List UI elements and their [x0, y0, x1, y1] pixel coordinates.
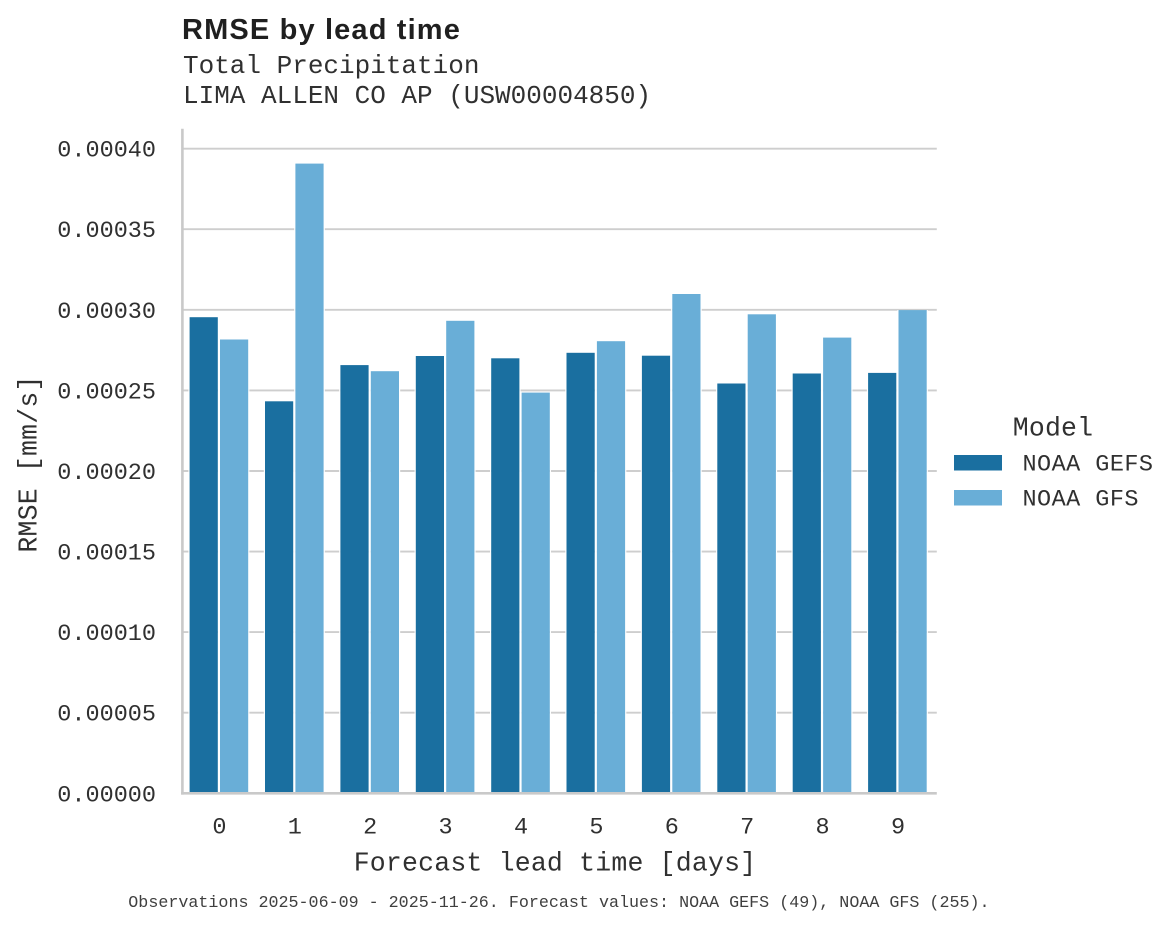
svg-text:Observations 2025-06-09 - 2025: Observations 2025-06-09 - 2025-11-26. Fo… — [128, 894, 989, 913]
svg-text:0.00035: 0.00035 — [57, 218, 156, 245]
svg-text:0: 0 — [212, 815, 226, 842]
svg-text:Forecast lead time [days]: Forecast lead time [days] — [354, 848, 757, 878]
svg-text:Model: Model — [1013, 413, 1094, 443]
svg-text:NOAA GFS: NOAA GFS — [1023, 486, 1139, 513]
svg-text:0.00020: 0.00020 — [57, 460, 156, 487]
svg-text:0.00015: 0.00015 — [57, 541, 156, 568]
svg-text:RMSE by lead time: RMSE by lead time — [182, 14, 461, 46]
svg-text:NOAA GEFS: NOAA GEFS — [1023, 451, 1154, 478]
svg-text:0.00030: 0.00030 — [57, 299, 156, 326]
svg-text:LIMA ALLEN CO AP (USW00004850): LIMA ALLEN CO AP (USW00004850) — [183, 81, 651, 111]
svg-text:9: 9 — [891, 815, 905, 842]
svg-text:8: 8 — [816, 815, 830, 842]
svg-text:0.00040: 0.00040 — [57, 138, 156, 165]
svg-text:4: 4 — [514, 815, 528, 842]
svg-text:7: 7 — [740, 815, 754, 842]
svg-text:RMSE [mm/s]: RMSE [mm/s] — [15, 375, 45, 552]
svg-text:5: 5 — [589, 815, 603, 842]
svg-text:3: 3 — [439, 815, 453, 842]
svg-text:6: 6 — [665, 815, 679, 842]
svg-text:2: 2 — [363, 815, 377, 842]
svg-text:0.00010: 0.00010 — [57, 621, 156, 648]
svg-text:0.00000: 0.00000 — [57, 782, 156, 809]
svg-text:1: 1 — [288, 815, 302, 842]
svg-text:0.00025: 0.00025 — [57, 379, 156, 406]
svg-text:Total Precipitation: Total Precipitation — [183, 51, 479, 81]
svg-text:0.00005: 0.00005 — [57, 702, 156, 729]
